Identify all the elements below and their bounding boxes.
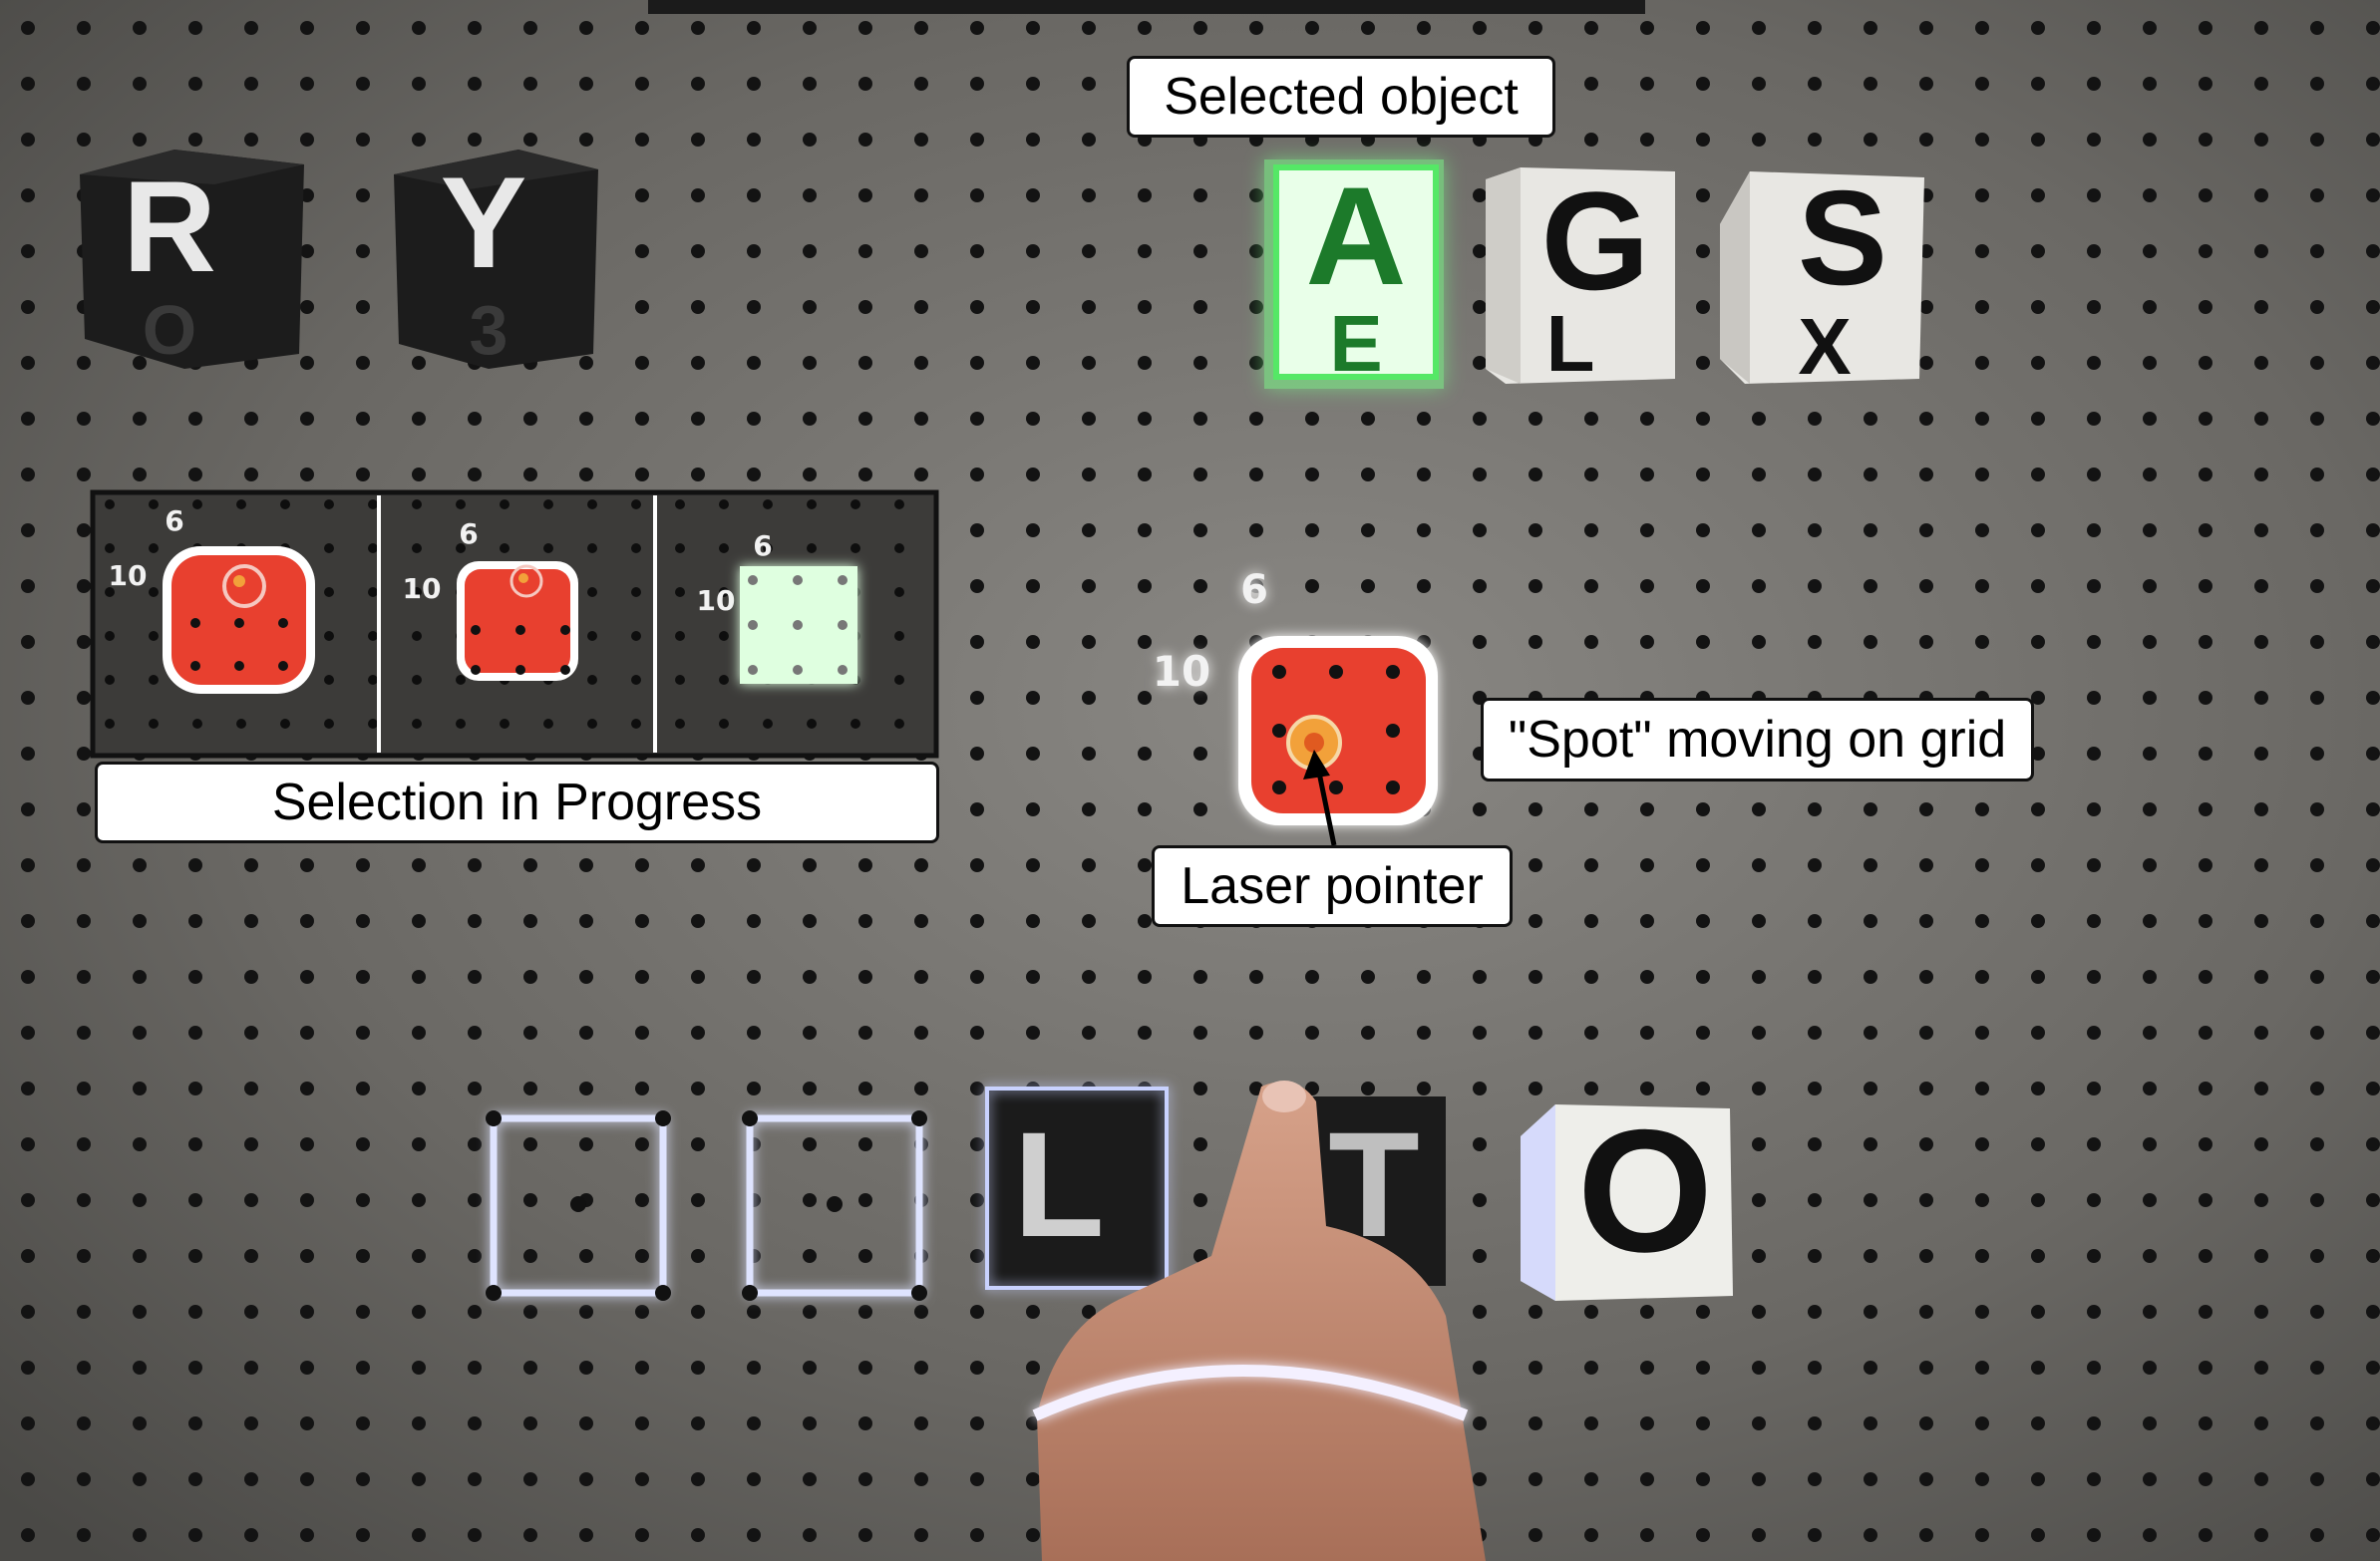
dark-cube-1-bottom-letter: O <box>143 291 196 369</box>
white-cube-selected-bottom-letter: E <box>1329 299 1382 388</box>
inset-panel-3: 6 10 <box>697 529 857 684</box>
hand <box>1032 1081 1486 1561</box>
dark-cube-2[interactable]: Y 3 <box>394 150 598 369</box>
white-cube-2-bottom-letter: L <box>1546 299 1595 388</box>
inset-panel-2-y: 10 <box>403 572 442 605</box>
spot-y-coordinate: 10 <box>1153 647 1210 696</box>
inset-panel-1-x: 6 <box>165 504 183 537</box>
dark-cube-1[interactable]: R O <box>80 150 304 369</box>
callout-spot-moving: "Spot" moving on grid <box>1481 698 2034 781</box>
outline-holes <box>486 1110 927 1301</box>
laser-line-on-wrist <box>1032 1365 1469 1421</box>
top-device <box>648 0 1645 14</box>
dark-cube-2-bottom-letter: 3 <box>470 291 509 369</box>
spot-x-coordinate: 6 <box>1240 567 1268 613</box>
callout-selected-object: Selected object <box>1127 56 1555 138</box>
white-cube-3-top-letter: S <box>1798 162 1887 313</box>
white-cube-3-bottom-letter: X <box>1798 302 1851 391</box>
laser-pointer-arrow <box>1303 750 1337 846</box>
placed-white-cube-letter: O <box>1577 1094 1713 1289</box>
white-cube-2[interactable]: G L <box>1486 162 1675 388</box>
placed-white-cube[interactable]: O <box>1521 1094 1733 1301</box>
dark-cube-1-top-letter: R <box>123 154 216 299</box>
white-cube-2-top-letter: G <box>1541 162 1650 319</box>
inset-panel-1-y: 10 <box>109 559 148 592</box>
callout-selection-in-progress: Selection in Progress <box>95 762 939 843</box>
projected-spot[interactable]: 6 10 <box>1153 567 1438 825</box>
projected-outline-2 <box>746 1114 923 1297</box>
inset-panel-3-y: 10 <box>697 584 736 617</box>
white-cube-3[interactable]: S X <box>1720 162 1924 391</box>
dark-cube-2-top-letter: Y <box>441 150 527 295</box>
projected-outline-1 <box>490 1114 667 1297</box>
selection-inset: 6 10 6 10 6 10 <box>90 489 939 759</box>
placed-cube-1-letter: L <box>1013 1100 1105 1268</box>
inset-panel-1: 6 10 <box>109 504 315 694</box>
inset-panel-2: 6 10 <box>403 517 578 681</box>
inset-panel-3-x: 6 <box>753 529 772 562</box>
placed-cube-1[interactable]: L <box>985 1087 1169 1290</box>
white-cube-selected[interactable]: A E <box>1264 157 1444 389</box>
white-cube-selected-top-letter: A <box>1305 157 1406 314</box>
callout-laser-pointer: Laser pointer <box>1152 845 1513 927</box>
inset-panel-2-x: 6 <box>459 517 478 550</box>
